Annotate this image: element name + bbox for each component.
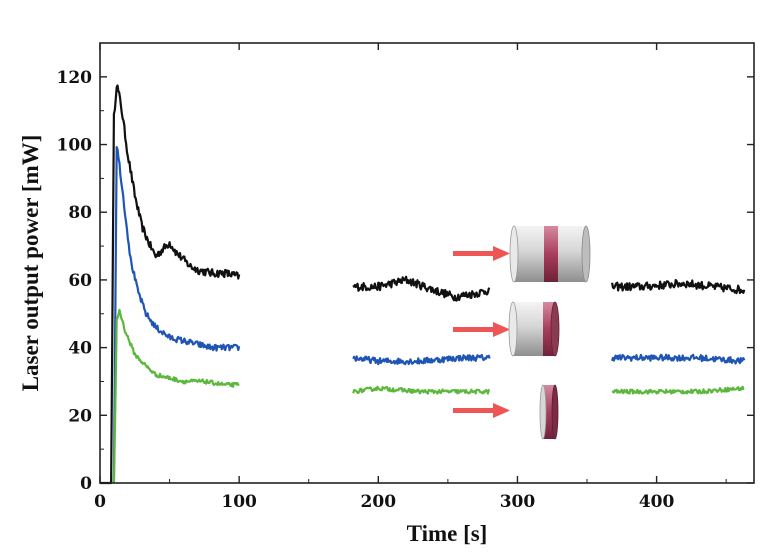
- y-tick-label: 20: [68, 406, 92, 426]
- y-tick-label: 100: [57, 136, 93, 156]
- y-tick-label: 120: [57, 68, 93, 88]
- crystal-annotations: [453, 225, 591, 440]
- y-axis-title: Laser output power [mW]: [18, 135, 43, 392]
- medium-crystal-cylinder: [508, 301, 560, 357]
- y-axis-ticks: 0 20 40 60 80 100 120: [57, 68, 754, 494]
- arrow-medium-crystal: [453, 322, 510, 337]
- x-tick-label: 400: [639, 492, 675, 512]
- x-tick-label: 0: [94, 492, 106, 512]
- y-tick-label: 60: [68, 271, 92, 291]
- long-crystal-cylinder: [509, 225, 591, 283]
- y-tick-label: 40: [68, 339, 92, 359]
- series-1-segment-2: [352, 275, 491, 302]
- series-3-segment-3: [611, 385, 745, 395]
- series-2-segment-1: [112, 146, 241, 484]
- series-1-segment-1: [99, 84, 241, 485]
- x-axis-title: Time [s]: [407, 521, 488, 546]
- series-2-segment-3: [611, 353, 746, 365]
- x-tick-label: 200: [361, 492, 397, 512]
- series-2-segment-2: [352, 353, 491, 366]
- series-3-segment-2: [352, 385, 490, 395]
- short-crystal-cylinder: [539, 384, 559, 440]
- series-1-segment-3: [610, 278, 746, 295]
- series-3-segment-1: [112, 308, 240, 484]
- x-tick-label: 300: [500, 492, 536, 512]
- plot-frame: [99, 42, 755, 484]
- x-axis-ticks: 0 100 200 300 400: [94, 43, 727, 512]
- y-tick-label: 0: [80, 474, 92, 494]
- x-tick-label: 100: [221, 492, 257, 512]
- series-layer: [99, 84, 746, 485]
- arrow-short-crystal: [453, 403, 510, 418]
- y-tick-label: 80: [68, 203, 92, 223]
- arrow-long-crystal: [453, 246, 510, 261]
